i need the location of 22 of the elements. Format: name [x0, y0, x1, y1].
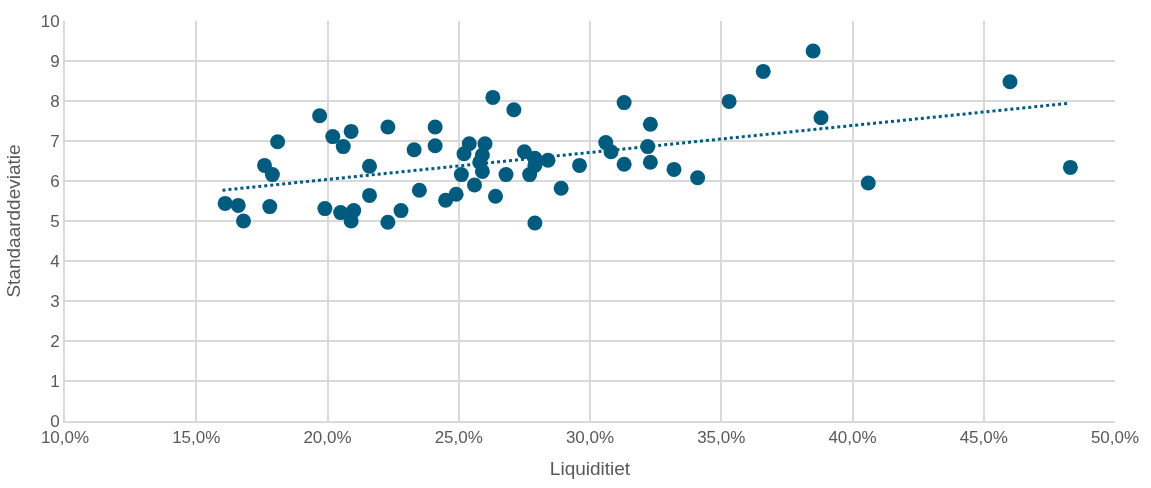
y-tick-label: 10	[40, 11, 60, 31]
y-tick-label: 7	[50, 131, 60, 151]
y-tick-label: 4	[50, 251, 60, 271]
x-tick-label: 50,0%	[1090, 428, 1140, 448]
x-tick-label: 25,0%	[434, 428, 483, 448]
x-tick-label: 35,0%	[697, 428, 746, 448]
y-tick-label: 3	[50, 291, 60, 311]
x-axis-title: Liquiditiet	[549, 457, 631, 479]
x-tick-label: 30,0%	[565, 428, 615, 448]
x-tick-label: 45,0%	[959, 428, 1008, 448]
y-axis-title: Standaarddeviatie	[3, 144, 25, 298]
y-tick-label: 6	[50, 171, 60, 191]
y-tick-label: 8	[50, 91, 60, 111]
y-tick-label: 1	[50, 371, 60, 391]
y-tick-label: 2	[50, 331, 60, 351]
x-tick-label: 15,0%	[172, 428, 221, 448]
y-tick-label: 5	[50, 211, 60, 231]
x-tick-label: 40,0%	[828, 428, 877, 448]
y-tick-label: 0	[50, 411, 60, 431]
x-tick-label: 20,0%	[303, 428, 352, 448]
y-tick-label: 9	[50, 51, 60, 71]
x-tick-label: 10,0%	[40, 428, 90, 448]
